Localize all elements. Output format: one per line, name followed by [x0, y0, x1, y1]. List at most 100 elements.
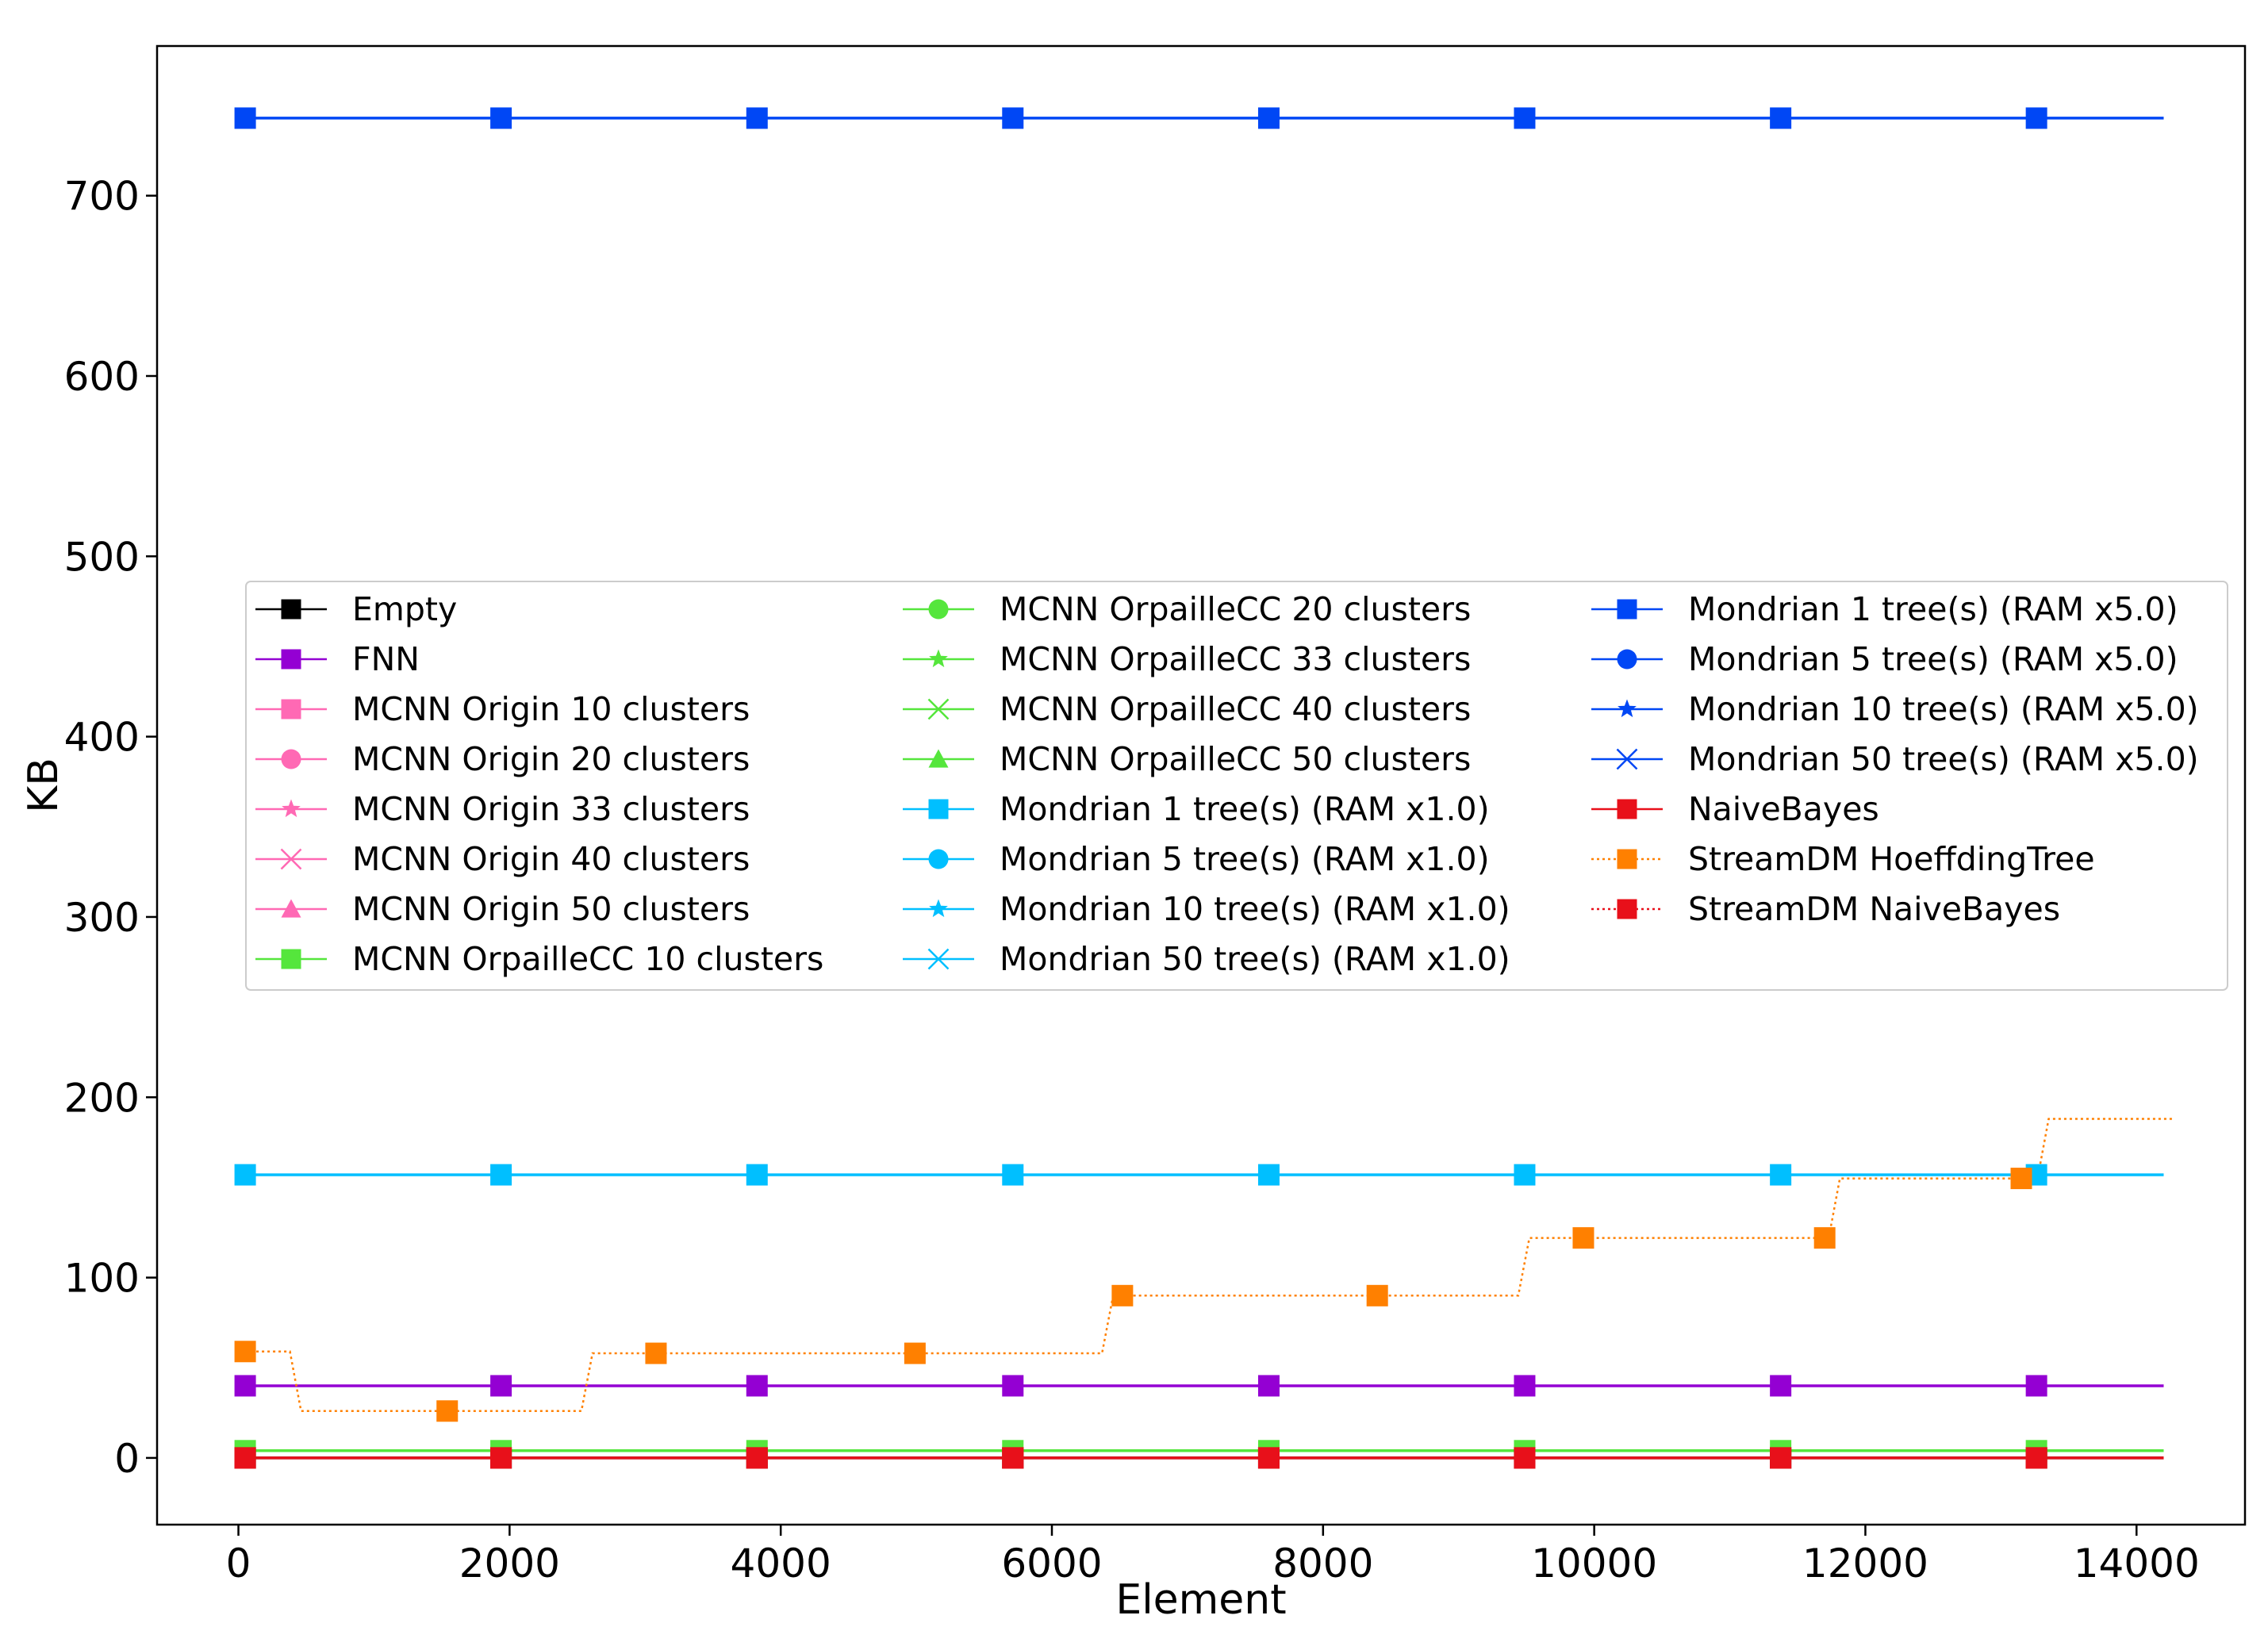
legend-marker-streamdm-naivebayes	[1617, 899, 1637, 919]
x-tick-label: 6000	[1001, 1540, 1102, 1587]
x-tick-label: 10000	[1531, 1540, 1657, 1587]
legend-label-empty: Empty	[352, 590, 457, 628]
data-point-fnn	[2025, 1375, 2047, 1397]
data-point-streamdm-naivebayes	[1257, 1447, 1280, 1469]
data-point-mondrian-1-tree-s-ram-x5-0	[1257, 107, 1280, 129]
data-point-streamdm-hoeffdingtree	[1366, 1284, 1388, 1306]
legend-marker-mondrian-50-tree-s-ram-x1-0	[927, 948, 950, 970]
y-tick-label: 300	[64, 895, 140, 941]
legend-label-mondrian-1-tree-s-ram-x5-0: Mondrian 1 tree(s) (RAM x5.0)	[1688, 590, 2178, 628]
data-point-streamdm-naivebayes	[234, 1447, 256, 1469]
data-point-fnn	[746, 1375, 768, 1397]
legend-label-mcnn-origin-50-clusters: MCNN Origin 50 clusters	[352, 890, 750, 928]
plot-frame	[155, 44, 2247, 1526]
legend-marker-mcnn-origin-33-clusters	[282, 799, 301, 818]
legend-marker-mcnn-origin-50-clusters	[281, 899, 301, 918]
legend-label-mondrian-50-tree-s-ram-x5-0: Mondrian 50 tree(s) (RAM x5.0)	[1688, 740, 2199, 778]
data-point-fnn	[490, 1375, 512, 1397]
data-point-mondrian-1-tree-s-ram-x5-0	[1770, 107, 1792, 129]
y-axis: 0 100 200 300 400 500 600 700	[64, 174, 157, 1482]
data-point-mondrian-1-tree-s-ram-x1-0	[746, 1164, 768, 1186]
legend-marker-mondrian-5-tree-s-ram-x1-0	[928, 849, 949, 869]
legend-label-mondrian-50-tree-s-ram-x1-0: Mondrian 50 tree(s) (RAM x1.0)	[1000, 940, 1510, 978]
legend-marker-empty	[281, 599, 301, 620]
data-point-streamdm-hoeffdingtree	[2010, 1168, 2032, 1190]
legend-label-mcnn-origin-10-clusters: MCNN Origin 10 clusters	[352, 690, 750, 728]
data-point-fnn	[1770, 1375, 1792, 1397]
x-tick-label: 0	[226, 1540, 251, 1587]
data-point-fnn	[1514, 1375, 1536, 1397]
data-point-mondrian-1-tree-s-ram-x1-0	[1257, 1164, 1280, 1186]
legend-marker-mondrian-10-tree-s-ram-x1-0	[929, 899, 948, 918]
legend-label-mondrian-10-tree-s-ram-x5-0: Mondrian 10 tree(s) (RAM x5.0)	[1688, 690, 2199, 728]
data-point-streamdm-hoeffdingtree	[904, 1342, 926, 1364]
data-point-mondrian-1-tree-s-ram-x1-0	[1770, 1164, 1792, 1186]
data-point-fnn	[234, 1375, 256, 1397]
data-point-streamdm-naivebayes	[1770, 1447, 1792, 1469]
data-point-mondrian-1-tree-s-ram-x1-0	[490, 1164, 512, 1186]
y-axis-label: KB	[20, 758, 67, 813]
data-point-mondrian-1-tree-s-ram-x1-0	[1002, 1164, 1024, 1186]
legend-marker-mcnn-origin-40-clusters	[280, 848, 302, 870]
legend-label-mcnn-orpaillecc-10-clusters: MCNN OrpailleCC 10 clusters	[352, 940, 823, 978]
data-point-streamdm-naivebayes	[490, 1447, 512, 1469]
legend-marker-mcnn-orpaillecc-10-clusters	[281, 949, 301, 969]
legend-label-mcnn-origin-33-clusters: MCNN Origin 33 clusters	[352, 790, 750, 828]
data-point-mondrian-1-tree-s-ram-x1-0	[1514, 1164, 1536, 1186]
legend-marker-streamdm-hoeffdingtree	[1617, 849, 1637, 869]
legend-marker-mcnn-orpaillecc-33-clusters	[929, 649, 948, 668]
x-axis: 0 2000 4000 6000 8000 10000 12000 14000	[226, 1525, 2200, 1587]
series-line-streamdm-hoeffdingtree	[245, 1118, 2175, 1413]
data-point-mondrian-1-tree-s-ram-x5-0	[1514, 107, 1536, 129]
legend-label-mcnn-orpaillecc-50-clusters: MCNN OrpailleCC 50 clusters	[1000, 740, 1471, 778]
data-point-streamdm-naivebayes	[1514, 1447, 1536, 1469]
legend-label-fnn: FNN	[352, 640, 420, 678]
y-tick-label: 500	[64, 534, 140, 580]
y-tick-label: 600	[64, 354, 140, 400]
data-point-mondrian-1-tree-s-ram-x5-0	[234, 107, 256, 129]
x-tick-label: 14000	[2074, 1540, 2200, 1587]
legend-label-streamdm-hoeffdingtree: StreamDM HoeffdingTree	[1688, 840, 2095, 878]
legend-label-naivebayes: NaiveBayes	[1688, 790, 1879, 828]
legend-marker-mondrian-1-tree-s-ram-x1-0	[928, 799, 949, 819]
y-tick-label: 700	[64, 174, 140, 220]
legend-label-streamdm-naivebayes: StreamDM NaiveBayes	[1688, 890, 2060, 928]
data-point-mondrian-1-tree-s-ram-x5-0	[1002, 107, 1024, 129]
legend-label-mcnn-orpaillecc-20-clusters: MCNN OrpailleCC 20 clusters	[1000, 590, 1471, 628]
x-tick-label: 2000	[459, 1540, 560, 1587]
legend-marker-mcnn-orpaillecc-50-clusters	[928, 749, 949, 768]
legend-box	[245, 581, 2228, 991]
data-point-streamdm-naivebayes	[1002, 1447, 1024, 1469]
data-point-fnn	[1002, 1375, 1024, 1397]
legend-label-mondrian-1-tree-s-ram-x1-0: Mondrian 1 tree(s) (RAM x1.0)	[1000, 790, 1490, 828]
legend-marker-mondrian-50-tree-s-ram-x5-0	[1616, 748, 1638, 770]
data-point-streamdm-hoeffdingtree	[1572, 1227, 1595, 1249]
x-tick-label: 8000	[1272, 1540, 1373, 1587]
x-tick-label: 12000	[1802, 1540, 1928, 1587]
data-point-streamdm-naivebayes	[746, 1447, 768, 1469]
legend: Empty FNN MCNN Origin 10 clusters MCNN Orig…	[245, 581, 2228, 991]
legend-label-mcnn-origin-20-clusters: MCNN Origin 20 clusters	[352, 740, 750, 778]
data-point-streamdm-hoeffdingtree	[645, 1342, 667, 1364]
y-tick-label: 100	[64, 1256, 140, 1302]
y-tick-label: 0	[114, 1436, 140, 1482]
legend-marker-mcnn-origin-10-clusters	[281, 699, 301, 719]
legend-marker-mondrian-10-tree-s-ram-x5-0	[1618, 699, 1637, 718]
y-tick-label: 200	[64, 1075, 140, 1121]
data-point-streamdm-hoeffdingtree	[1111, 1284, 1134, 1306]
data-point-mondrian-1-tree-s-ram-x5-0	[2025, 107, 2047, 129]
legend-label-mondrian-5-tree-s-ram-x5-0: Mondrian 5 tree(s) (RAM x5.0)	[1688, 640, 2178, 678]
marker-layer	[234, 107, 2047, 1469]
data-point-streamdm-hoeffdingtree	[234, 1341, 256, 1363]
legend-marker-mondrian-5-tree-s-ram-x5-0	[1617, 649, 1637, 670]
legend-label-mcnn-orpaillecc-33-clusters: MCNN OrpailleCC 33 clusters	[1000, 640, 1471, 678]
data-point-streamdm-hoeffdingtree	[436, 1400, 459, 1422]
legend-marker-mcnn-orpaillecc-40-clusters	[927, 698, 950, 720]
legend-label-mcnn-origin-40-clusters: MCNN Origin 40 clusters	[352, 840, 750, 878]
y-tick-label: 400	[64, 715, 140, 761]
legend-label-mondrian-5-tree-s-ram-x1-0: Mondrian 5 tree(s) (RAM x1.0)	[1000, 840, 1490, 878]
data-point-mondrian-1-tree-s-ram-x1-0	[234, 1164, 256, 1186]
data-point-fnn	[1257, 1375, 1280, 1397]
legend-marker-fnn	[281, 649, 301, 670]
